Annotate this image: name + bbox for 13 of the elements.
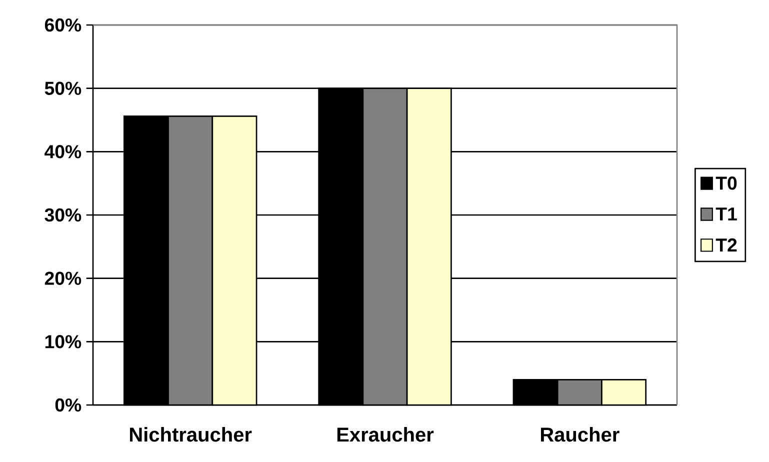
- x-tick-label: Nichtraucher: [130, 427, 252, 442]
- legend-label: T0: [716, 176, 737, 190]
- legend-label: T2: [716, 238, 737, 252]
- y-tick-label: 10%: [45, 335, 82, 348]
- y-tick-label: 30%: [44, 208, 82, 222]
- y-tick-label: 20%: [44, 272, 82, 285]
- x-tick-label: Exraucher: [337, 427, 434, 442]
- y-tick-label: 0%: [55, 398, 82, 412]
- y-tick-label: 40%: [44, 145, 82, 158]
- y-tick-label: 60%: [44, 18, 82, 32]
- x-tick-label: Raucher: [540, 427, 620, 442]
- y-tick-label: 50%: [44, 82, 82, 95]
- legend-label: T1: [716, 208, 737, 220]
